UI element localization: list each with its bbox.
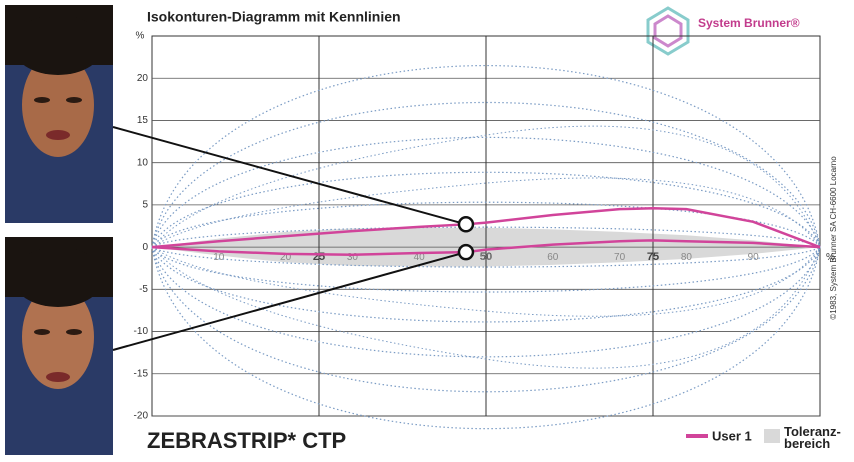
- point-marker: [457, 243, 475, 261]
- portrait-top: [5, 5, 113, 223]
- isocontour: [151, 226, 821, 248]
- user-curve: [151, 207, 821, 249]
- isocontour: [151, 246, 821, 293]
- isocontour: [151, 247, 821, 430]
- y-tick-label: 15: [137, 115, 149, 126]
- x-tick-label: 20: [280, 252, 292, 263]
- x-tick-label: 60: [547, 252, 559, 263]
- y-tick-label: 5: [142, 200, 148, 211]
- isocontour: [151, 136, 821, 248]
- copyright: ©1983, System Brunner SA CH-6600 Locarno: [829, 156, 838, 320]
- product-name: ZEBRASTRIP* CTP: [147, 428, 346, 453]
- pointer-line: [112, 126, 467, 226]
- y-tick-label: 10: [137, 157, 149, 168]
- isocontour: [151, 201, 821, 248]
- x-tick-label: 10: [213, 252, 225, 263]
- x-tick-label-major: 50: [480, 251, 492, 263]
- logo-text: System Brunner®: [698, 16, 800, 30]
- chart-title: Isokonturen-Diagramm mit Kennlinien: [147, 9, 401, 25]
- y-tick-label: -10: [134, 326, 149, 337]
- legend-label: Toleranz-bereich: [784, 424, 841, 451]
- isocontour: [151, 65, 821, 248]
- pointer-line: [112, 251, 467, 351]
- x-tick-label: 30: [347, 252, 359, 263]
- legend-swatch: [764, 429, 780, 443]
- x-tick-label: 70: [614, 252, 626, 263]
- portrait-bottom: [5, 237, 113, 455]
- legend-label: User 1: [712, 428, 752, 443]
- isocontour: [151, 246, 821, 268]
- x-tick-label-major: 75: [647, 251, 659, 263]
- x-tick-label: 80: [681, 252, 693, 263]
- y-unit: %: [136, 31, 145, 42]
- point-marker: [457, 216, 475, 233]
- x-tick-label-major: 25: [313, 251, 325, 263]
- y-tick-label: 0: [142, 242, 148, 253]
- y-tick-label: -15: [134, 368, 149, 379]
- y-tick-label: -20: [134, 411, 149, 422]
- isocontour: [151, 246, 821, 358]
- isocontour: [151, 101, 821, 248]
- y-tick-label: -5: [139, 284, 148, 295]
- logo: System Brunner®: [646, 6, 800, 56]
- x-tick-label: 90: [748, 252, 760, 263]
- y-tick-label: 20: [137, 73, 149, 84]
- x-unit: %: [826, 252, 835, 263]
- isocontour: [151, 246, 821, 393]
- x-tick-label: 50: [480, 252, 492, 263]
- user-curve: [151, 239, 821, 256]
- isocontour: [151, 246, 821, 323]
- x-tick-label: 40: [414, 252, 426, 263]
- isocontour: [151, 171, 821, 248]
